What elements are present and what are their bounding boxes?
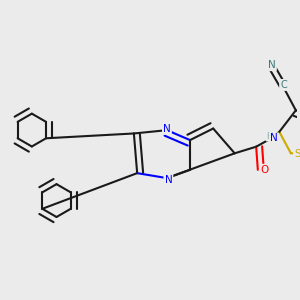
Text: N: N [163,124,171,134]
Text: H: H [266,132,273,141]
Text: N: N [164,175,172,184]
Text: O: O [260,165,269,175]
Text: C: C [280,80,287,90]
Text: S: S [294,149,300,159]
Text: N: N [268,60,276,70]
Text: N: N [270,134,278,143]
